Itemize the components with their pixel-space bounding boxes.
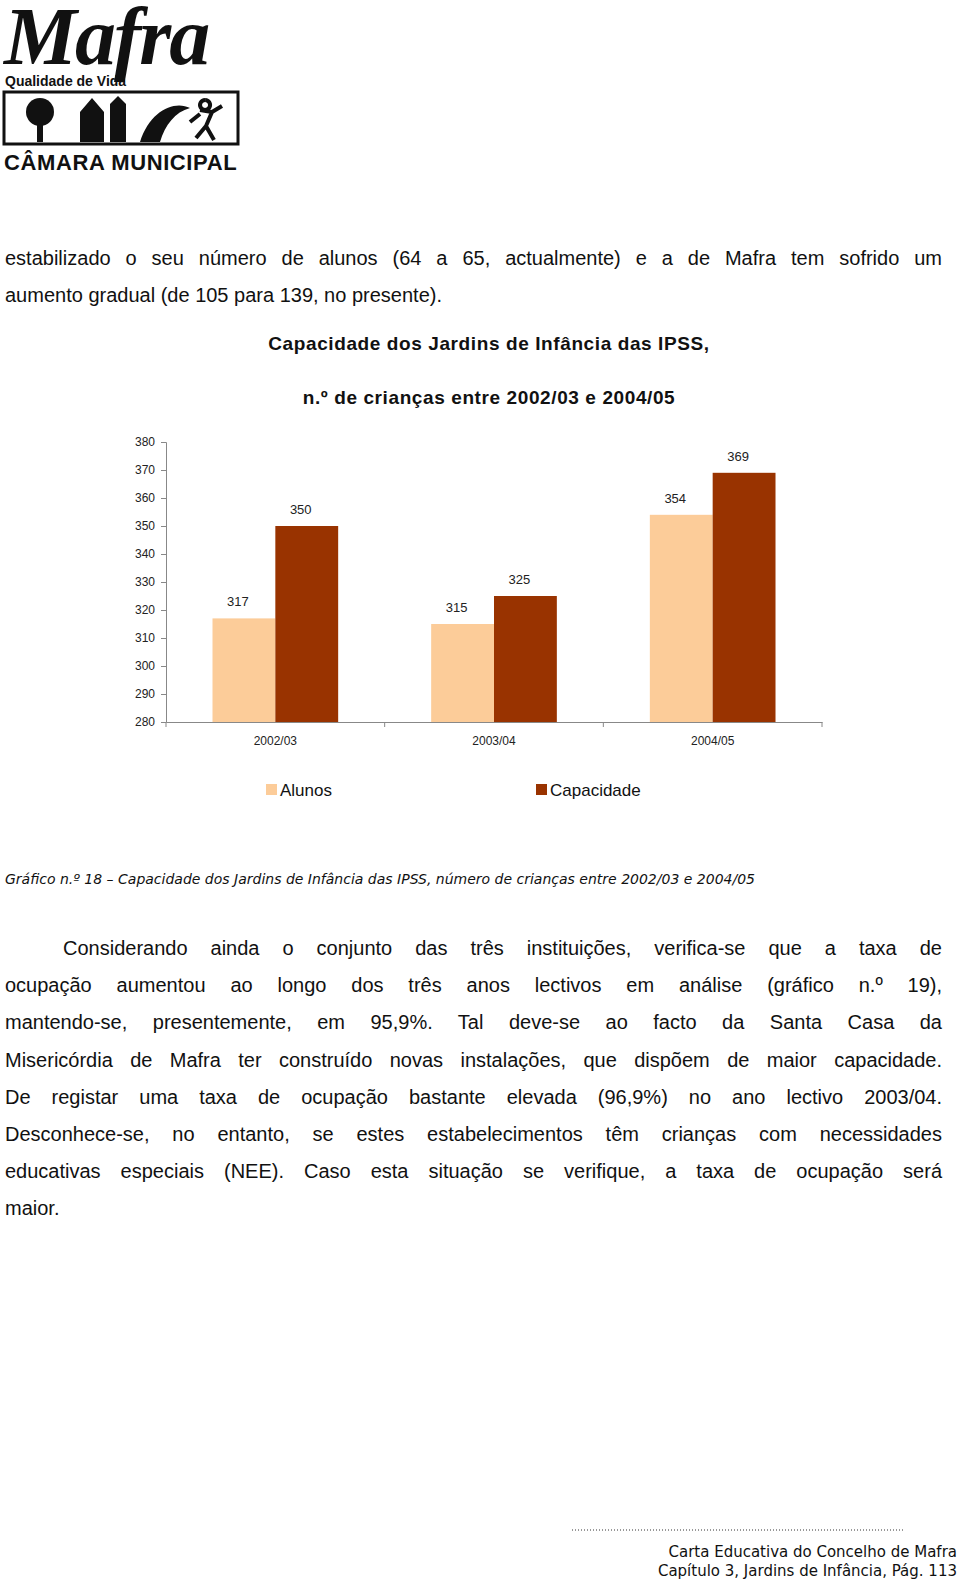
logo-icon xyxy=(190,100,222,140)
tick-label: 310 xyxy=(135,631,155,645)
tick-mark xyxy=(161,526,166,527)
paragraph-line: De registar uma taxa de ocupação bastant… xyxy=(5,1085,942,1109)
tick-label: 2004/05 xyxy=(691,734,735,748)
tick-label: 300 xyxy=(135,659,155,673)
x-tick: 2004/05 xyxy=(691,722,735,748)
tick-label: 320 xyxy=(135,603,155,617)
tick-mark xyxy=(161,442,166,443)
paragraph-line: Desconhece-se, no entanto, se estes esta… xyxy=(5,1122,942,1146)
tick-mark xyxy=(161,582,166,583)
legend-swatch xyxy=(266,784,277,795)
bar xyxy=(650,515,713,722)
y-tick: 330 xyxy=(135,575,166,589)
paragraph-line: mantendo-se, presentemente, em 95,9%. Ta… xyxy=(5,1010,942,1034)
footer-line: Carta Educativa do Concelho de Mafra xyxy=(668,1543,957,1562)
chart: Capacidade dos Jardins de Infância das I… xyxy=(135,333,823,800)
tick-label: 350 xyxy=(135,519,155,533)
legend-swatch xyxy=(536,784,547,795)
footer-rule xyxy=(572,1530,905,1531)
paragraph-line: Considerando ainda o conjunto das três i… xyxy=(63,936,942,960)
data-label: 315 xyxy=(446,600,468,615)
y-tick: 380 xyxy=(135,435,166,449)
tick-label: 2002/03 xyxy=(254,734,298,748)
axis-line xyxy=(167,722,823,723)
y-tick: 370 xyxy=(135,463,166,477)
y-tick: 340 xyxy=(135,547,166,561)
legend-label: Alunos xyxy=(280,781,332,800)
logo-title: Mafra xyxy=(2,0,209,82)
logo: MafraQualidade de Vida CÂMARA MUNICIPAL xyxy=(2,0,238,175)
axis-line xyxy=(161,443,167,723)
tick-label: 2003/04 xyxy=(472,734,516,748)
tick-label: 330 xyxy=(135,575,155,589)
tick-mark xyxy=(161,722,166,723)
chart-title: n.º de crianças entre 2002/03 e 2004/05 xyxy=(303,387,676,408)
bar xyxy=(713,473,776,722)
y-tick: 300 xyxy=(135,659,166,673)
x-axis: 2002/03 2003/04 2004/05 xyxy=(167,722,823,748)
tick-label: 280 xyxy=(135,715,155,729)
data-label: 350 xyxy=(290,502,312,517)
footer-line: Capítulo 3, Jardins de Infância, Pág. 11… xyxy=(658,1562,957,1581)
bar xyxy=(494,596,557,722)
legend-label: Capacidade xyxy=(550,781,641,800)
tick-mark xyxy=(161,666,166,667)
x-tick: 2002/03 xyxy=(254,722,298,748)
logo-org: CÂMARA MUNICIPAL xyxy=(4,150,237,175)
tick-label: 340 xyxy=(135,547,155,561)
y-axis: 280 290 300 310 320 330 340 350 360 370 380 xyxy=(135,435,167,729)
data-label: 325 xyxy=(509,572,531,587)
logo-frame xyxy=(4,92,238,144)
page-svg: MafraQualidade de Vida CÂMARA MUNICIPAL Ca… xyxy=(0,0,960,1582)
paragraph-line: aumento gradual (de 105 para 139, no pre… xyxy=(5,283,942,307)
tick-mark xyxy=(161,498,166,499)
bars xyxy=(212,473,775,722)
paragraph-line: Misericórdia de Mafra ter construído nov… xyxy=(5,1048,942,1072)
tick-mark xyxy=(161,554,166,555)
tick-label: 290 xyxy=(135,687,155,701)
paragraph-line: educativas especiais (NEE). Caso esta si… xyxy=(5,1159,942,1183)
tick-label: 370 xyxy=(135,463,155,477)
data-labels: 317 315 354 350 325 369 xyxy=(227,449,749,615)
y-tick: 350 xyxy=(135,519,166,533)
tick-mark xyxy=(161,638,166,639)
y-tick: 290 xyxy=(135,687,166,701)
tick-mark xyxy=(161,694,166,695)
tick-mark xyxy=(161,610,166,611)
paragraph-line: maior. xyxy=(5,1196,942,1220)
y-tick: 360 xyxy=(135,491,166,505)
logo-icon xyxy=(37,118,43,142)
category-separator xyxy=(384,722,385,727)
data-label: 317 xyxy=(227,594,249,609)
legend: Alunos Capacidade xyxy=(266,781,641,800)
category-separator xyxy=(603,722,604,727)
data-label: 369 xyxy=(727,449,749,464)
y-tick: 320 xyxy=(135,603,166,617)
tick-mark xyxy=(161,470,166,471)
category-separator xyxy=(166,722,167,727)
logo-icon xyxy=(80,96,126,142)
bar xyxy=(275,526,338,722)
chart-title: Capacidade dos Jardins de Infância das I… xyxy=(268,333,709,354)
tick-label: 360 xyxy=(135,491,155,505)
figure-caption: Gráfico n.º 18 – Capacidade dos Jardins … xyxy=(5,867,755,891)
paragraph-line: estabilizado o seu número de alunos (64 … xyxy=(5,246,942,270)
data-label: 354 xyxy=(664,491,686,506)
y-tick: 280 xyxy=(135,715,166,729)
logo-icon xyxy=(140,105,190,142)
tick-label: 380 xyxy=(135,435,155,449)
logo-subtitle: Qualidade de Vida xyxy=(5,73,126,89)
y-tick: 310 xyxy=(135,631,166,645)
bar xyxy=(212,618,275,722)
paragraph-line: ocupação aumentou ao longo dos três anos… xyxy=(5,973,942,997)
bar xyxy=(431,624,494,722)
category-separator xyxy=(822,722,823,727)
x-tick: 2003/04 xyxy=(472,722,516,748)
